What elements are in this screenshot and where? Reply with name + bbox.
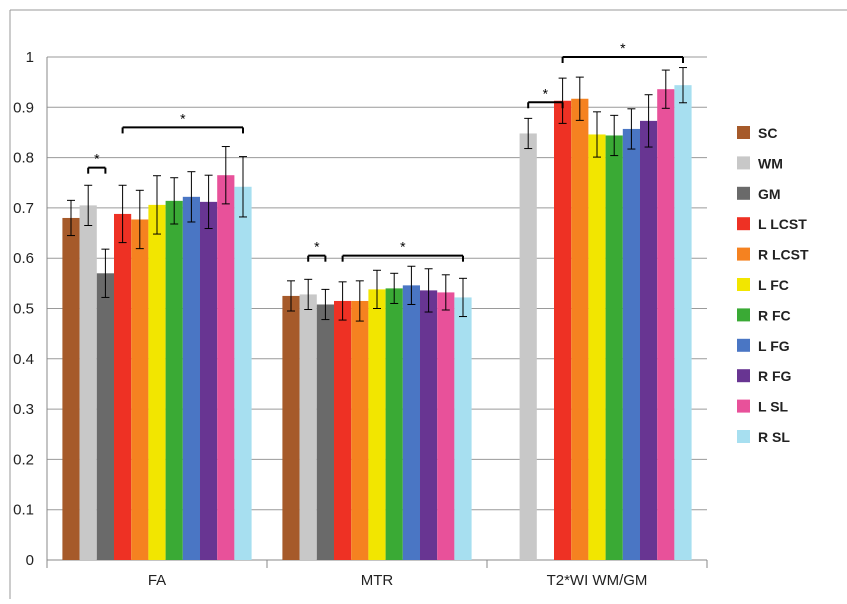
bar-r-fg	[420, 290, 438, 560]
bar-l-fc	[588, 134, 606, 560]
legend-label: R SL	[758, 429, 790, 445]
bar-l-fc	[148, 204, 166, 560]
y-tick-label: 0.2	[13, 451, 34, 468]
bar-l-fc	[368, 289, 386, 560]
significance-star: *	[620, 40, 626, 56]
bar-l-sl	[657, 89, 675, 560]
bar-r-sl	[234, 186, 252, 561]
significance-star: *	[314, 239, 320, 255]
bar-l-fg	[182, 196, 200, 561]
legend-swatch	[737, 247, 750, 261]
legend-label: L FC	[758, 277, 789, 293]
bar-sc	[282, 295, 300, 560]
legend-swatch	[737, 399, 750, 413]
y-tick-label: 0.1	[13, 502, 34, 519]
legend-swatch	[737, 278, 750, 291]
legend-swatch	[737, 338, 750, 352]
bar-r-fc	[385, 288, 403, 560]
legend-label: GM	[758, 186, 781, 202]
bar-l-sl	[437, 292, 455, 560]
legend-label: L SL	[758, 399, 789, 415]
bar-l-lcst	[554, 100, 572, 561]
bar-gm	[316, 304, 334, 560]
legend-swatch	[737, 369, 750, 383]
y-tick-label: 0.7	[13, 200, 34, 217]
legend-swatch	[737, 126, 750, 139]
significance-star: *	[543, 85, 549, 101]
bar-l-lcst	[114, 213, 132, 560]
bar-r-fg	[640, 120, 658, 561]
bar-sc	[62, 217, 80, 560]
bar-r-fc	[605, 135, 623, 560]
legend-swatch	[737, 186, 750, 200]
y-tick-label: 1	[26, 49, 34, 66]
bar-r-lcst	[571, 98, 589, 561]
x-category-label: MTR	[361, 572, 394, 589]
bar-r-sl	[674, 85, 692, 560]
y-tick-label: 0.9	[13, 99, 34, 116]
bar-r-sl	[454, 297, 472, 560]
legend-swatch	[737, 217, 750, 231]
significance-star: *	[180, 110, 186, 126]
bar-r-lcst	[351, 300, 369, 560]
legend-label: R FG	[758, 368, 792, 384]
legend-swatch	[737, 308, 750, 322]
bar-r-lcst	[131, 219, 149, 560]
y-tick-label: 0.8	[13, 150, 34, 167]
x-category-label: T2*WI WM/GM	[547, 572, 648, 589]
bar-r-fg	[200, 201, 218, 560]
y-tick-label: 0.3	[13, 401, 34, 418]
y-tick-label: 0.5	[13, 301, 34, 318]
bar-wm	[299, 294, 317, 560]
significance-star: *	[94, 151, 100, 167]
legend-label: L LCST	[758, 216, 807, 232]
bar-l-fg	[402, 285, 420, 560]
bar-wm	[79, 205, 97, 560]
significance-star: *	[400, 239, 406, 255]
legend-label: R FC	[758, 307, 791, 323]
bar-wm	[519, 133, 537, 560]
y-tick-label: 0	[26, 552, 34, 569]
legend-swatch	[737, 430, 750, 443]
bar-r-fc	[165, 200, 183, 560]
bar-l-lcst	[334, 300, 352, 560]
y-tick-label: 0.4	[13, 351, 34, 368]
legend-label: R LCST	[758, 247, 809, 263]
x-category-label: FA	[148, 572, 166, 589]
bar-l-sl	[217, 175, 235, 560]
legend-label: L FG	[758, 338, 790, 354]
y-tick-label: 0.6	[13, 250, 34, 267]
legend-label: WM	[758, 155, 783, 171]
legend-swatch	[737, 156, 750, 170]
bar-l-fg	[622, 128, 640, 560]
bar-gm	[96, 273, 114, 560]
legend-label: SC	[758, 125, 777, 141]
